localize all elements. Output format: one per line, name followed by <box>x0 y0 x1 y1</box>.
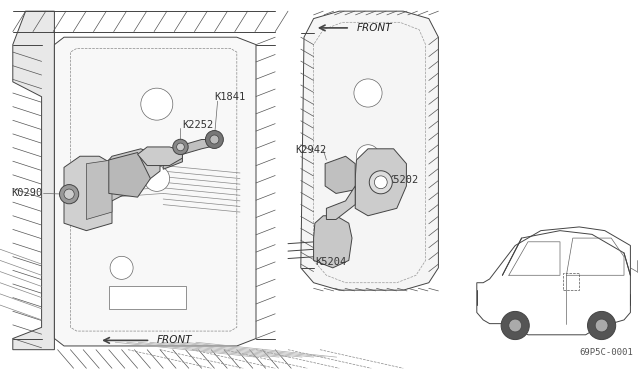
Polygon shape <box>301 11 438 290</box>
Text: 69P5C-0001: 69P5C-0001 <box>580 348 634 357</box>
Text: K2942: K2942 <box>296 145 327 154</box>
Polygon shape <box>13 11 54 350</box>
Text: FRONT: FRONT <box>157 336 192 345</box>
Polygon shape <box>109 286 186 309</box>
Text: K0290: K0290 <box>12 189 43 198</box>
Circle shape <box>205 131 223 148</box>
Circle shape <box>141 88 173 120</box>
Circle shape <box>60 185 79 204</box>
Text: K5204: K5204 <box>316 257 347 267</box>
Circle shape <box>110 256 133 279</box>
Circle shape <box>509 319 522 332</box>
Polygon shape <box>64 156 112 231</box>
Circle shape <box>595 319 608 332</box>
Polygon shape <box>477 227 630 335</box>
Polygon shape <box>54 37 256 346</box>
Polygon shape <box>138 147 182 166</box>
Text: K5202: K5202 <box>387 176 419 185</box>
Polygon shape <box>355 149 406 216</box>
Circle shape <box>210 135 219 144</box>
Circle shape <box>177 143 184 151</box>
Polygon shape <box>326 186 355 219</box>
Circle shape <box>144 166 170 191</box>
Circle shape <box>501 311 529 340</box>
Circle shape <box>588 311 616 340</box>
Text: FRONT: FRONT <box>357 23 392 33</box>
Bar <box>563 273 579 290</box>
Polygon shape <box>314 216 352 268</box>
Text: K1841: K1841 <box>214 92 246 102</box>
Polygon shape <box>109 153 150 197</box>
Circle shape <box>354 79 382 107</box>
Text: K2252: K2252 <box>182 120 214 129</box>
Polygon shape <box>99 149 160 201</box>
Circle shape <box>173 139 188 155</box>
Polygon shape <box>163 140 218 169</box>
Circle shape <box>64 189 74 199</box>
Circle shape <box>356 145 380 168</box>
Polygon shape <box>86 160 112 219</box>
Polygon shape <box>325 156 355 193</box>
Circle shape <box>369 171 392 194</box>
Circle shape <box>374 176 387 189</box>
